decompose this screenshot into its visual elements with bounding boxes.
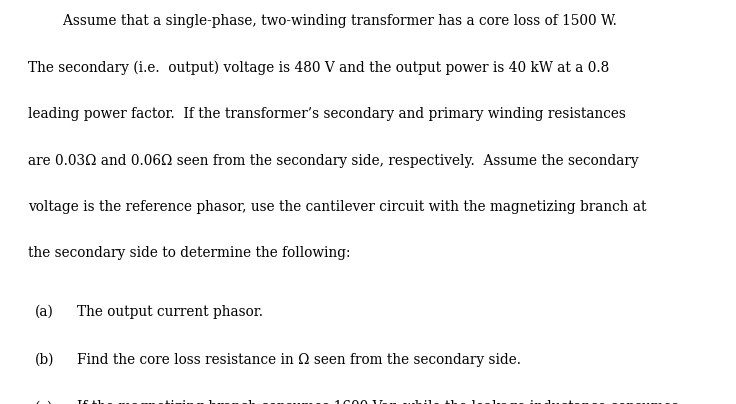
Text: The secondary (i.e.  output) voltage is 480 V and the output power is 40 kW at a: The secondary (i.e. output) voltage is 4… bbox=[28, 61, 609, 75]
Text: The output current phasor.: The output current phasor. bbox=[77, 305, 263, 319]
Text: Assume that a single-phase, two-winding transformer has a core loss of 1500 W.: Assume that a single-phase, two-winding … bbox=[28, 14, 617, 28]
Text: Find the core loss resistance in Ω seen from the secondary side.: Find the core loss resistance in Ω seen … bbox=[77, 353, 521, 367]
Text: (c): (c) bbox=[35, 400, 54, 404]
Text: (b): (b) bbox=[35, 353, 54, 367]
Text: (a): (a) bbox=[35, 305, 54, 319]
Text: the secondary side to determine the following:: the secondary side to determine the foll… bbox=[28, 246, 350, 261]
Text: If the magnetizing branch consumes 1600 Var, while the leakage inductance consum: If the magnetizing branch consumes 1600 … bbox=[77, 400, 679, 404]
Text: voltage is the reference phasor, use the cantilever circuit with the magnetizing: voltage is the reference phasor, use the… bbox=[28, 200, 646, 214]
Text: are 0.03Ω and 0.06Ω seen from the secondary side, respectively.  Assume the seco: are 0.03Ω and 0.06Ω seen from the second… bbox=[28, 154, 639, 168]
Text: leading power factor.  If the transformer’s secondary and primary winding resist: leading power factor. If the transformer… bbox=[28, 107, 626, 121]
